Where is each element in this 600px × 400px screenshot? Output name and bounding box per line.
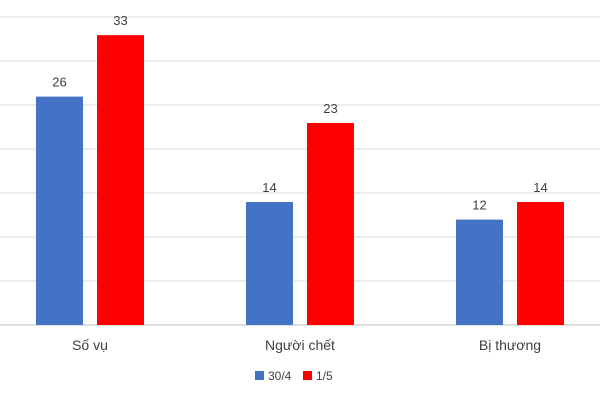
value-label: 14 <box>262 180 276 195</box>
value-label: 12 <box>472 198 486 213</box>
value-labels: 26 33 14 23 12 14 <box>52 13 547 212</box>
category-label: Người chết <box>265 337 335 353</box>
bars <box>36 35 564 326</box>
bar-30-4-2 <box>456 219 503 325</box>
value-label: 33 <box>113 13 127 28</box>
category-label: Số vụ <box>72 337 108 353</box>
bar-1-5-0 <box>97 35 144 326</box>
gridlines <box>0 16 600 326</box>
bar-30-4-0 <box>36 96 83 326</box>
legend-label: 30/4 <box>268 369 292 383</box>
category-labels: Số vụ Người chết Bị thương <box>72 337 541 353</box>
legend-label: 1/5 <box>316 369 333 383</box>
bar-30-4-1 <box>246 202 293 325</box>
legend: 30/4 1/5 <box>255 369 333 383</box>
legend-swatch <box>255 371 264 380</box>
category-label: Bị thương <box>479 337 541 353</box>
value-label: 23 <box>323 101 337 116</box>
bar-1-5-2 <box>517 202 564 325</box>
value-label: 14 <box>533 180 547 195</box>
value-label: 26 <box>52 75 66 90</box>
bar-1-5-1 <box>307 122 354 325</box>
legend-swatch <box>303 371 312 380</box>
